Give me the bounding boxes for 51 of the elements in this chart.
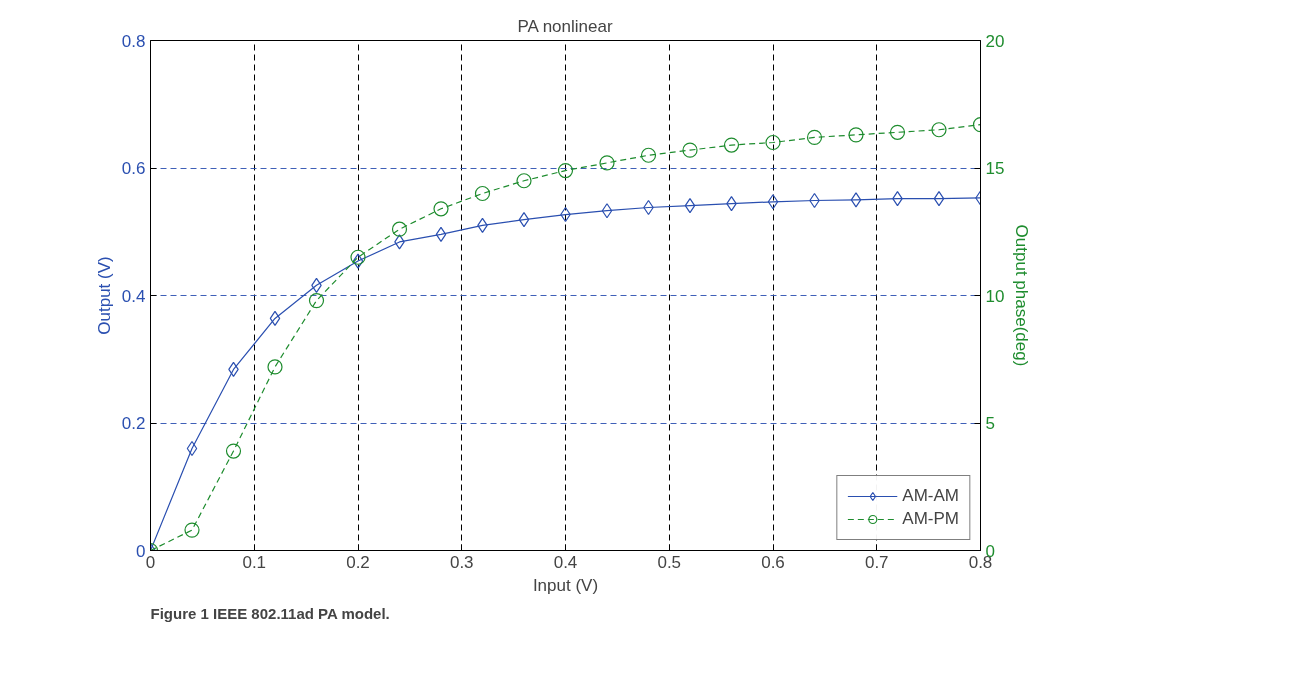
point (516, 173, 532, 189)
point (186, 440, 198, 457)
x-tick-label: 0.3 (449, 552, 474, 572)
chart-title: PA nonlinear (517, 16, 613, 36)
y2-tick-label: 10 (985, 286, 1005, 306)
point (850, 192, 862, 208)
x-tick-label: 0.5 (657, 552, 682, 572)
point (518, 212, 530, 228)
x-tick-label: 0.2 (346, 552, 370, 572)
point (684, 198, 696, 214)
point (352, 253, 364, 269)
point (391, 221, 408, 237)
y-tick-label: 0.8 (121, 31, 146, 51)
point (267, 359, 283, 375)
point (599, 155, 615, 171)
x-tick-label: 0.7 (864, 552, 889, 572)
point (682, 142, 698, 158)
y-axis-title: Output (V) (94, 256, 114, 335)
y-tick-label: 0.2 (121, 414, 146, 433)
point (931, 122, 947, 138)
y2-tick-label: 15 (985, 159, 1005, 178)
x-tick-label: 0.6 (761, 552, 785, 572)
point (848, 127, 864, 143)
point (889, 124, 906, 140)
point (933, 191, 945, 207)
point (269, 310, 281, 327)
x-axis-title: Input (V) (532, 575, 599, 595)
point (723, 137, 740, 153)
legend-label: AM-PM (902, 509, 959, 529)
point (184, 522, 200, 538)
point (557, 162, 574, 179)
x-tick-label: 0.4 (553, 552, 578, 572)
point (806, 129, 823, 145)
legend-label: AM-AM (902, 486, 959, 506)
x-tick-label: 0.1 (242, 552, 267, 572)
y2-tick-label: 5 (985, 414, 995, 433)
y-tick-label: 0.4 (121, 286, 146, 306)
point (350, 249, 366, 265)
point (225, 443, 242, 459)
y2-tick-label: 20 (985, 31, 1005, 51)
point (640, 147, 657, 163)
y2-axis-title: Output phase(deg) (1012, 224, 1032, 367)
point (767, 194, 779, 210)
caption: Figure 1 IEEE 802.11ad PA model. (150, 604, 390, 622)
point (433, 201, 449, 217)
point (601, 203, 613, 219)
point (308, 293, 325, 309)
y-tick-label: 0.6 (121, 159, 146, 178)
point (765, 134, 781, 151)
point (435, 226, 447, 242)
point (474, 185, 491, 202)
